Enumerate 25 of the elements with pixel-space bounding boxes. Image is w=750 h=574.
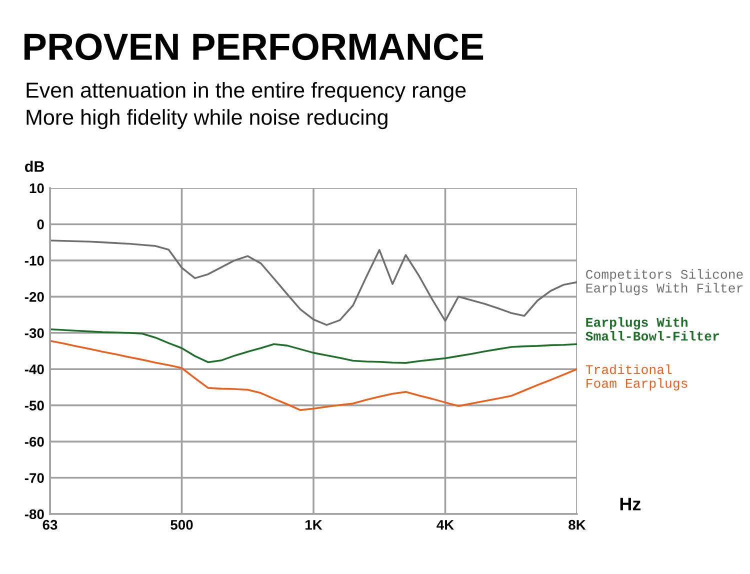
y-axis-title: dB xyxy=(24,160,44,172)
y-tick-label: -20 xyxy=(24,292,44,302)
line-series xyxy=(50,340,577,411)
x-tick-label: 500 xyxy=(170,520,193,530)
x-tick-label: 4K xyxy=(436,520,454,530)
chart-title: PROVEN PERFORMANCE xyxy=(24,34,484,60)
y-tick-label: -40 xyxy=(24,364,44,374)
y-tick-label: -70 xyxy=(24,473,44,483)
y-tick-label: -10 xyxy=(24,256,44,266)
chart-subtitle: Even attenuation in the entire frequency range More high fidelity while noise reducing xyxy=(26,82,466,130)
x-tick-label: 8K xyxy=(568,520,586,530)
y-tick-label: -50 xyxy=(24,400,44,411)
series-label: Competitors Silicone Earplugs With Filter xyxy=(586,269,743,296)
line-series xyxy=(50,240,577,326)
y-tick-label: -80 xyxy=(24,509,44,520)
series-label: Traditional Foam Earplugs xyxy=(586,364,688,390)
line-series xyxy=(50,328,577,364)
y-tick-label: 0 xyxy=(37,220,44,230)
x-tick-label: 63 xyxy=(42,520,58,530)
y-tick-label: -30 xyxy=(24,328,44,338)
y-tick-label: -60 xyxy=(24,436,44,447)
series-label: Earplugs With Small-Bowl-Filter xyxy=(586,317,719,341)
y-tick-label: 10 xyxy=(30,183,44,194)
x-tick-label: 1K xyxy=(306,520,322,530)
x-axis-title: Hz xyxy=(620,498,641,510)
